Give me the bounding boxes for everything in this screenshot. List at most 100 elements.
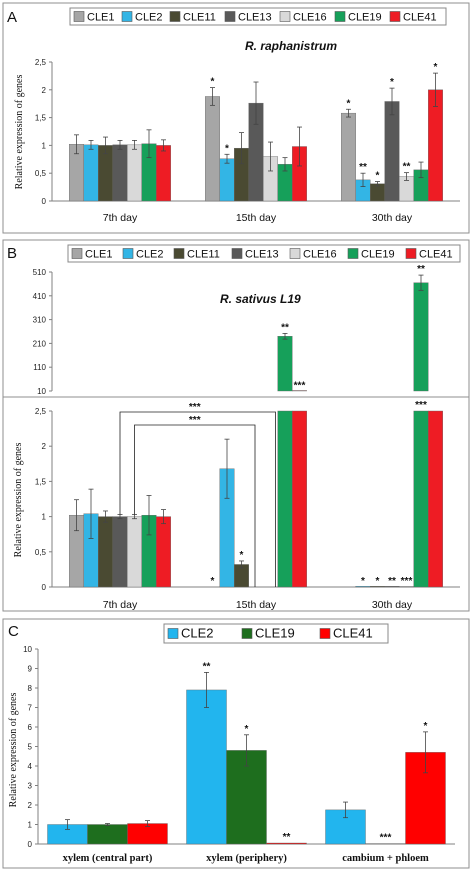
significance-mark: * [347,98,351,109]
lower-y-tick-label: 2 [42,442,47,451]
legend-label-cle2: CLE2 [181,626,214,641]
legend-label-cle1: CLE1 [85,249,113,261]
significance-mark: *** [380,833,392,844]
panel-a: A CLE1 CLE2 CLE11 CLE13 CLE16 CLE19 CLE41 R. r… [2,2,470,234]
lower-bar-cle16 [127,516,142,588]
legend-label-cle16: CLE16 [303,249,337,261]
category-label: 30th day [372,212,413,224]
legend-swatch-cle2 [167,628,179,639]
bar-cle1 [205,96,220,202]
significance-mark: ** [388,576,396,587]
legend-label-cle2: CLE2 [135,12,163,24]
legend-swatch-cle16 [279,11,291,22]
legend-label-cle41: CLE41 [403,12,437,24]
legend-label-cle41: CLE41 [333,626,373,641]
panel-c-y-label: Relative expression of genes [8,693,19,808]
panel-a-title: R. raphanistrum [245,39,337,53]
panel-b-letter: B [7,245,17,262]
y-tick-label: 2 [42,86,47,95]
comparison-bracket [134,424,256,587]
legend-label-cle41: CLE41 [419,249,453,261]
significance-mark: *** [401,576,413,587]
legend-label-cle19: CLE19 [361,249,395,261]
lower-bar-cle41 [156,516,171,588]
lower-y-tick-label: 1 [42,513,47,522]
legend-swatch-cle19 [334,11,346,22]
y-tick-label: 6 [28,723,33,732]
bar-cle13 [384,101,400,202]
lower-bar-cle13 [112,516,128,588]
bar-cle2 [83,144,99,202]
y-tick-label: 1,5 [35,114,47,123]
panel-b: B CLE1 CLE2 CLE11 CLE13 CLE16 CLE19 CLE41 R. s… [2,239,470,612]
panel-a-y-label: Relative expression of genes [14,75,25,190]
bar-cle1 [341,112,356,202]
legend-swatch-cle41 [319,628,331,639]
legend-box [67,244,461,263]
category-label: 7th day [103,212,138,224]
panel-c-plot: 0 1 2 3 4 5 6 7 8 9 10 xylem (central part) xylem (p… [23,645,455,864]
legend-swatch-cle2 [122,248,134,259]
legend-swatch-cle11 [169,11,181,22]
significance-mark: * [424,721,428,732]
bar-cle19 [87,824,128,845]
category-label: xylem (central part) [63,853,153,864]
legend-swatch-cle41 [389,11,401,22]
lower-bar-cle41 [292,410,307,588]
y-tick-label: 2,5 [35,58,47,67]
significance-mark: ** [403,162,411,173]
category-label: 30th day [372,599,413,611]
y-tick-label: 0,5 [35,169,47,178]
category-label: 15th day [236,599,277,611]
significance-mark: * [434,62,438,73]
lower-y-tick-label: 0,5 [35,548,47,557]
bar-cle2 [219,158,235,202]
upper-bar-cle19 [277,336,293,392]
y-tick-label: 1 [42,141,47,150]
category-label: xylem (periphery) [206,853,287,864]
upper-y-tick-label: 410 [33,292,47,301]
significance-mark: * [240,550,244,561]
bracket-significance: *** [189,402,201,413]
legend-swatch-cle13 [224,11,236,22]
legend-swatch-cle2 [121,11,133,22]
upper-y-tick-label: 10 [37,387,46,396]
panel-a-letter: A [7,9,17,26]
bar-cle41 [156,145,171,202]
panel-a-frame [2,2,470,234]
panel-c: C CLE2 CLE19 CLE41 Relative expression of … [2,618,470,869]
upper-y-tick-label: 210 [33,339,47,348]
panel-c-frame [2,618,470,869]
upper-bar-cle19 [413,282,429,392]
y-tick-label: 1 [28,821,33,830]
y-tick-label: 0 [42,197,47,206]
upper-y-tick-label: 110 [33,363,46,372]
legend-label-cle13: CLE13 [245,249,279,261]
legend-box [163,623,389,644]
y-tick-label: 5 [28,743,33,752]
legend-swatch-cle19 [347,248,359,259]
lower-y-tick-label: 2,5 [35,407,47,416]
legend-label-cle19: CLE19 [348,12,382,24]
panel-c-letter: C [8,623,19,640]
significance-mark: * [211,576,215,587]
lower-y-tick-label: 1,5 [35,477,47,486]
lower-bar-cle11 [98,516,113,588]
significance-mark: * [376,576,380,587]
significance-mark: * [225,143,229,154]
legend-label-cle16: CLE16 [293,12,327,24]
bar-cle16 [127,144,142,202]
y-tick-label: 2 [28,801,33,810]
y-tick-label: 7 [28,704,33,713]
significance-mark: * [245,724,249,735]
bar-cle2 [186,689,227,845]
significance-mark: ** [359,162,367,173]
legend-label-cle2: CLE2 [136,249,164,261]
upper-y-tick-label: 310 [33,316,47,325]
legend-swatch-cle13 [231,248,243,259]
significance-mark: *** [294,381,306,392]
y-tick-label: 8 [28,684,33,693]
lower-bar-cle41 [428,410,443,588]
comparison-bracket [119,411,276,587]
